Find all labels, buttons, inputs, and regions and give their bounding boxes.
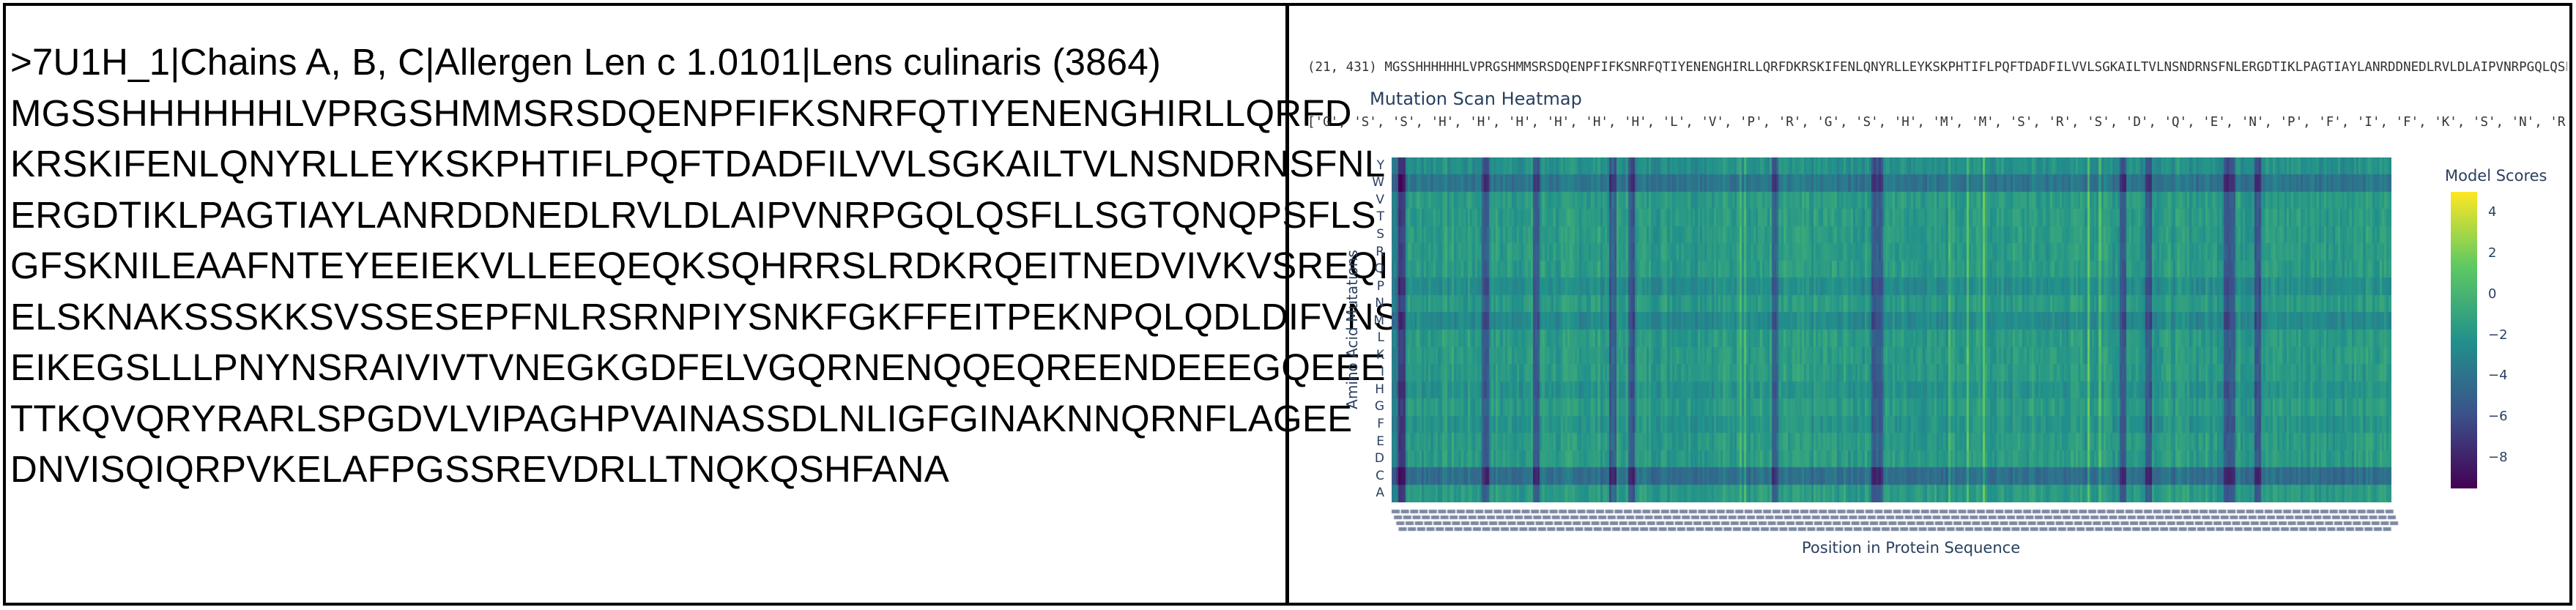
- y-tick-label: M: [1373, 313, 1384, 328]
- fasta-line: ELSKNAKSSSKKSVSSESEPFNLRSRNPIYSNKFGKFFEI…: [10, 295, 1425, 338]
- y-tick-label: E: [1376, 434, 1384, 449]
- colorbar-tick-label: 0: [2488, 286, 2497, 302]
- x-tick-labels: [1377, 507, 2402, 538]
- output-panel: (21, 431) MGSSHHHHHHLVPRGSHMMSRSDQENPFIF…: [1289, 6, 2569, 603]
- x-axis-label: Position in Protein Sequence: [1802, 539, 2021, 557]
- fasta-line: EIKEGSLLLPNYNSRAIVIVTVNEGKGDFELVGQRNENQQ…: [10, 346, 1386, 388]
- colorbar-tick-label: 4: [2488, 204, 2497, 220]
- y-tick-label: L: [1377, 330, 1384, 346]
- y-tick-label: F: [1377, 417, 1384, 432]
- y-tick-label: N: [1375, 296, 1384, 311]
- y-tick-label: Q: [1374, 261, 1384, 277]
- colorbar-tick-label: 2: [2488, 245, 2497, 261]
- console-line: ['G', 'S', 'S', 'H', 'H', 'H', 'H', 'H',…: [1307, 115, 2567, 130]
- y-tick-label: T: [1376, 209, 1384, 225]
- y-tick-label: W: [1372, 175, 1384, 190]
- y-tick-label: D: [1374, 451, 1384, 466]
- y-tick-label: R: [1376, 244, 1384, 259]
- colorbar-title: Model Scores: [2445, 167, 2547, 185]
- y-tick-label: C: [1376, 468, 1384, 483]
- heatmap-canvas[interactable]: [1392, 157, 2391, 502]
- y-tick-label: A: [1376, 486, 1384, 501]
- fasta-line: TTKQVQRYRARLSPGDVLVIPAGHPVAINASSDLNLIGFG…: [10, 397, 1353, 439]
- fasta-line: DNVISQIQRPVKELAFPGSSREVDRLLTNQKQSHFANA: [10, 448, 949, 490]
- y-tick-label: H: [1375, 382, 1384, 397]
- fasta-header: >7U1H_1|Chains A, B, C|Allergen Len c 1.…: [10, 41, 1162, 83]
- y-tick-label: V: [1376, 192, 1384, 207]
- fasta-line: ERGDTIKLPAGTIAYLANRDDNEDLRVLDLAIPVNRPGQL…: [10, 193, 1376, 236]
- colorbar: [2451, 192, 2477, 488]
- panel-divider: [1285, 3, 1289, 606]
- fasta-line: GFSKNILEAAFNTEYEEIEKVLLEEQEQKSQHRRSLRDKR…: [10, 245, 1414, 286]
- fasta-line: KRSKIFENLQNYRLLEYKSKPHTIFLPQFTDADFILVVLS…: [10, 143, 1386, 185]
- y-tick-label: S: [1376, 226, 1384, 242]
- y-tick-label: P: [1376, 278, 1384, 294]
- colorbar-tick-label: −8: [2488, 450, 2508, 466]
- console-line: (21, 431) MGSSHHHHHHLVPRGSHMMSRSDQENPFIF…: [1307, 60, 2567, 75]
- fasta-panel: >7U1H_1|Chains A, B, C|Allergen Len c 1.…: [10, 37, 1425, 495]
- y-tick-label: Y: [1376, 157, 1384, 173]
- colorbar-tick-label: −2: [2488, 327, 2508, 343]
- fasta-line: MGSSHHHHHHLVPRGSHMMSRSDQENPFIFKSNRFQTIYE…: [10, 92, 1352, 134]
- y-tick-label: I: [1380, 365, 1384, 380]
- colorbar-tick-label: −4: [2488, 368, 2508, 384]
- colorbar-tick-label: −6: [2488, 409, 2508, 425]
- chart-title: Mutation Scan Heatmap: [1370, 89, 1582, 109]
- y-tick-label: G: [1374, 399, 1384, 414]
- console-output: (21, 431) MGSSHHHHHHLVPRGSHMMSRSDQENPFIF…: [1307, 22, 2567, 168]
- y-tick-label: K: [1376, 347, 1384, 362]
